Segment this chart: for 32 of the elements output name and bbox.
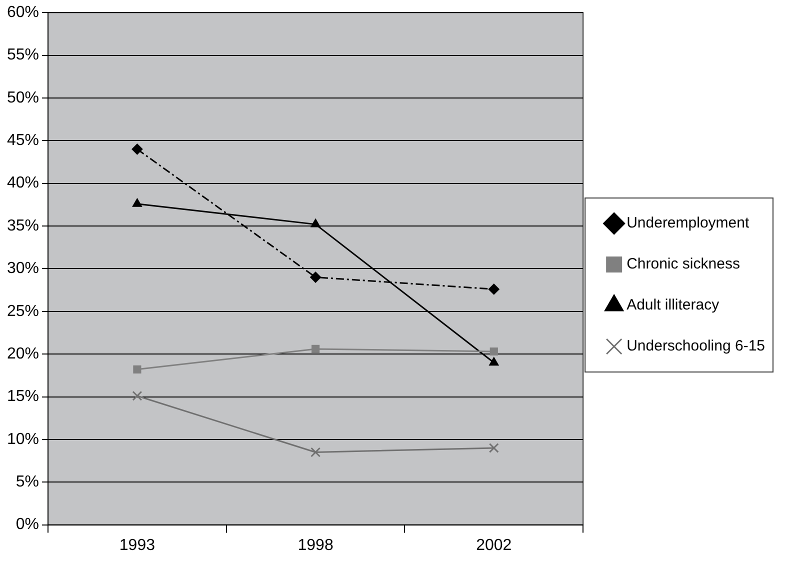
legend-label: Adult illiteracy — [626, 296, 720, 314]
y-tick-label: 25% — [6, 302, 40, 320]
y-tick-label: 40% — [6, 174, 40, 192]
point — [132, 198, 142, 207]
y-tick-label: 15% — [6, 388, 40, 406]
legend-label: Chronic sickness — [626, 256, 740, 273]
point — [489, 357, 499, 366]
point — [310, 272, 322, 283]
y-tick-label: 0% — [16, 516, 40, 534]
point — [310, 447, 321, 458]
point — [488, 284, 500, 295]
x-tick-label: 1998 — [298, 536, 334, 554]
point — [488, 442, 499, 453]
y-tick-label: 50% — [6, 89, 40, 106]
y-tick-label: 30% — [6, 260, 40, 278]
point — [312, 344, 320, 353]
point — [310, 218, 320, 228]
y-tick-label: 35% — [6, 217, 40, 234]
y-tick-label: 55% — [6, 46, 40, 64]
x-tick-label: 2002 — [476, 536, 512, 554]
y-tick-label: 10% — [6, 430, 40, 448]
point — [132, 144, 143, 155]
y-tick-label: 45% — [6, 132, 40, 150]
legend-label: Underemployment — [626, 214, 750, 232]
point — [490, 347, 498, 356]
y-tick-label: 60% — [6, 4, 40, 22]
y-tick-label: 20% — [6, 345, 40, 362]
point — [132, 390, 142, 401]
x-tick-label: 1993 — [119, 536, 156, 554]
legend-label: Underschooling 6-15 — [626, 338, 765, 355]
y-tick-label: 5% — [16, 474, 40, 491]
point — [133, 365, 142, 374]
